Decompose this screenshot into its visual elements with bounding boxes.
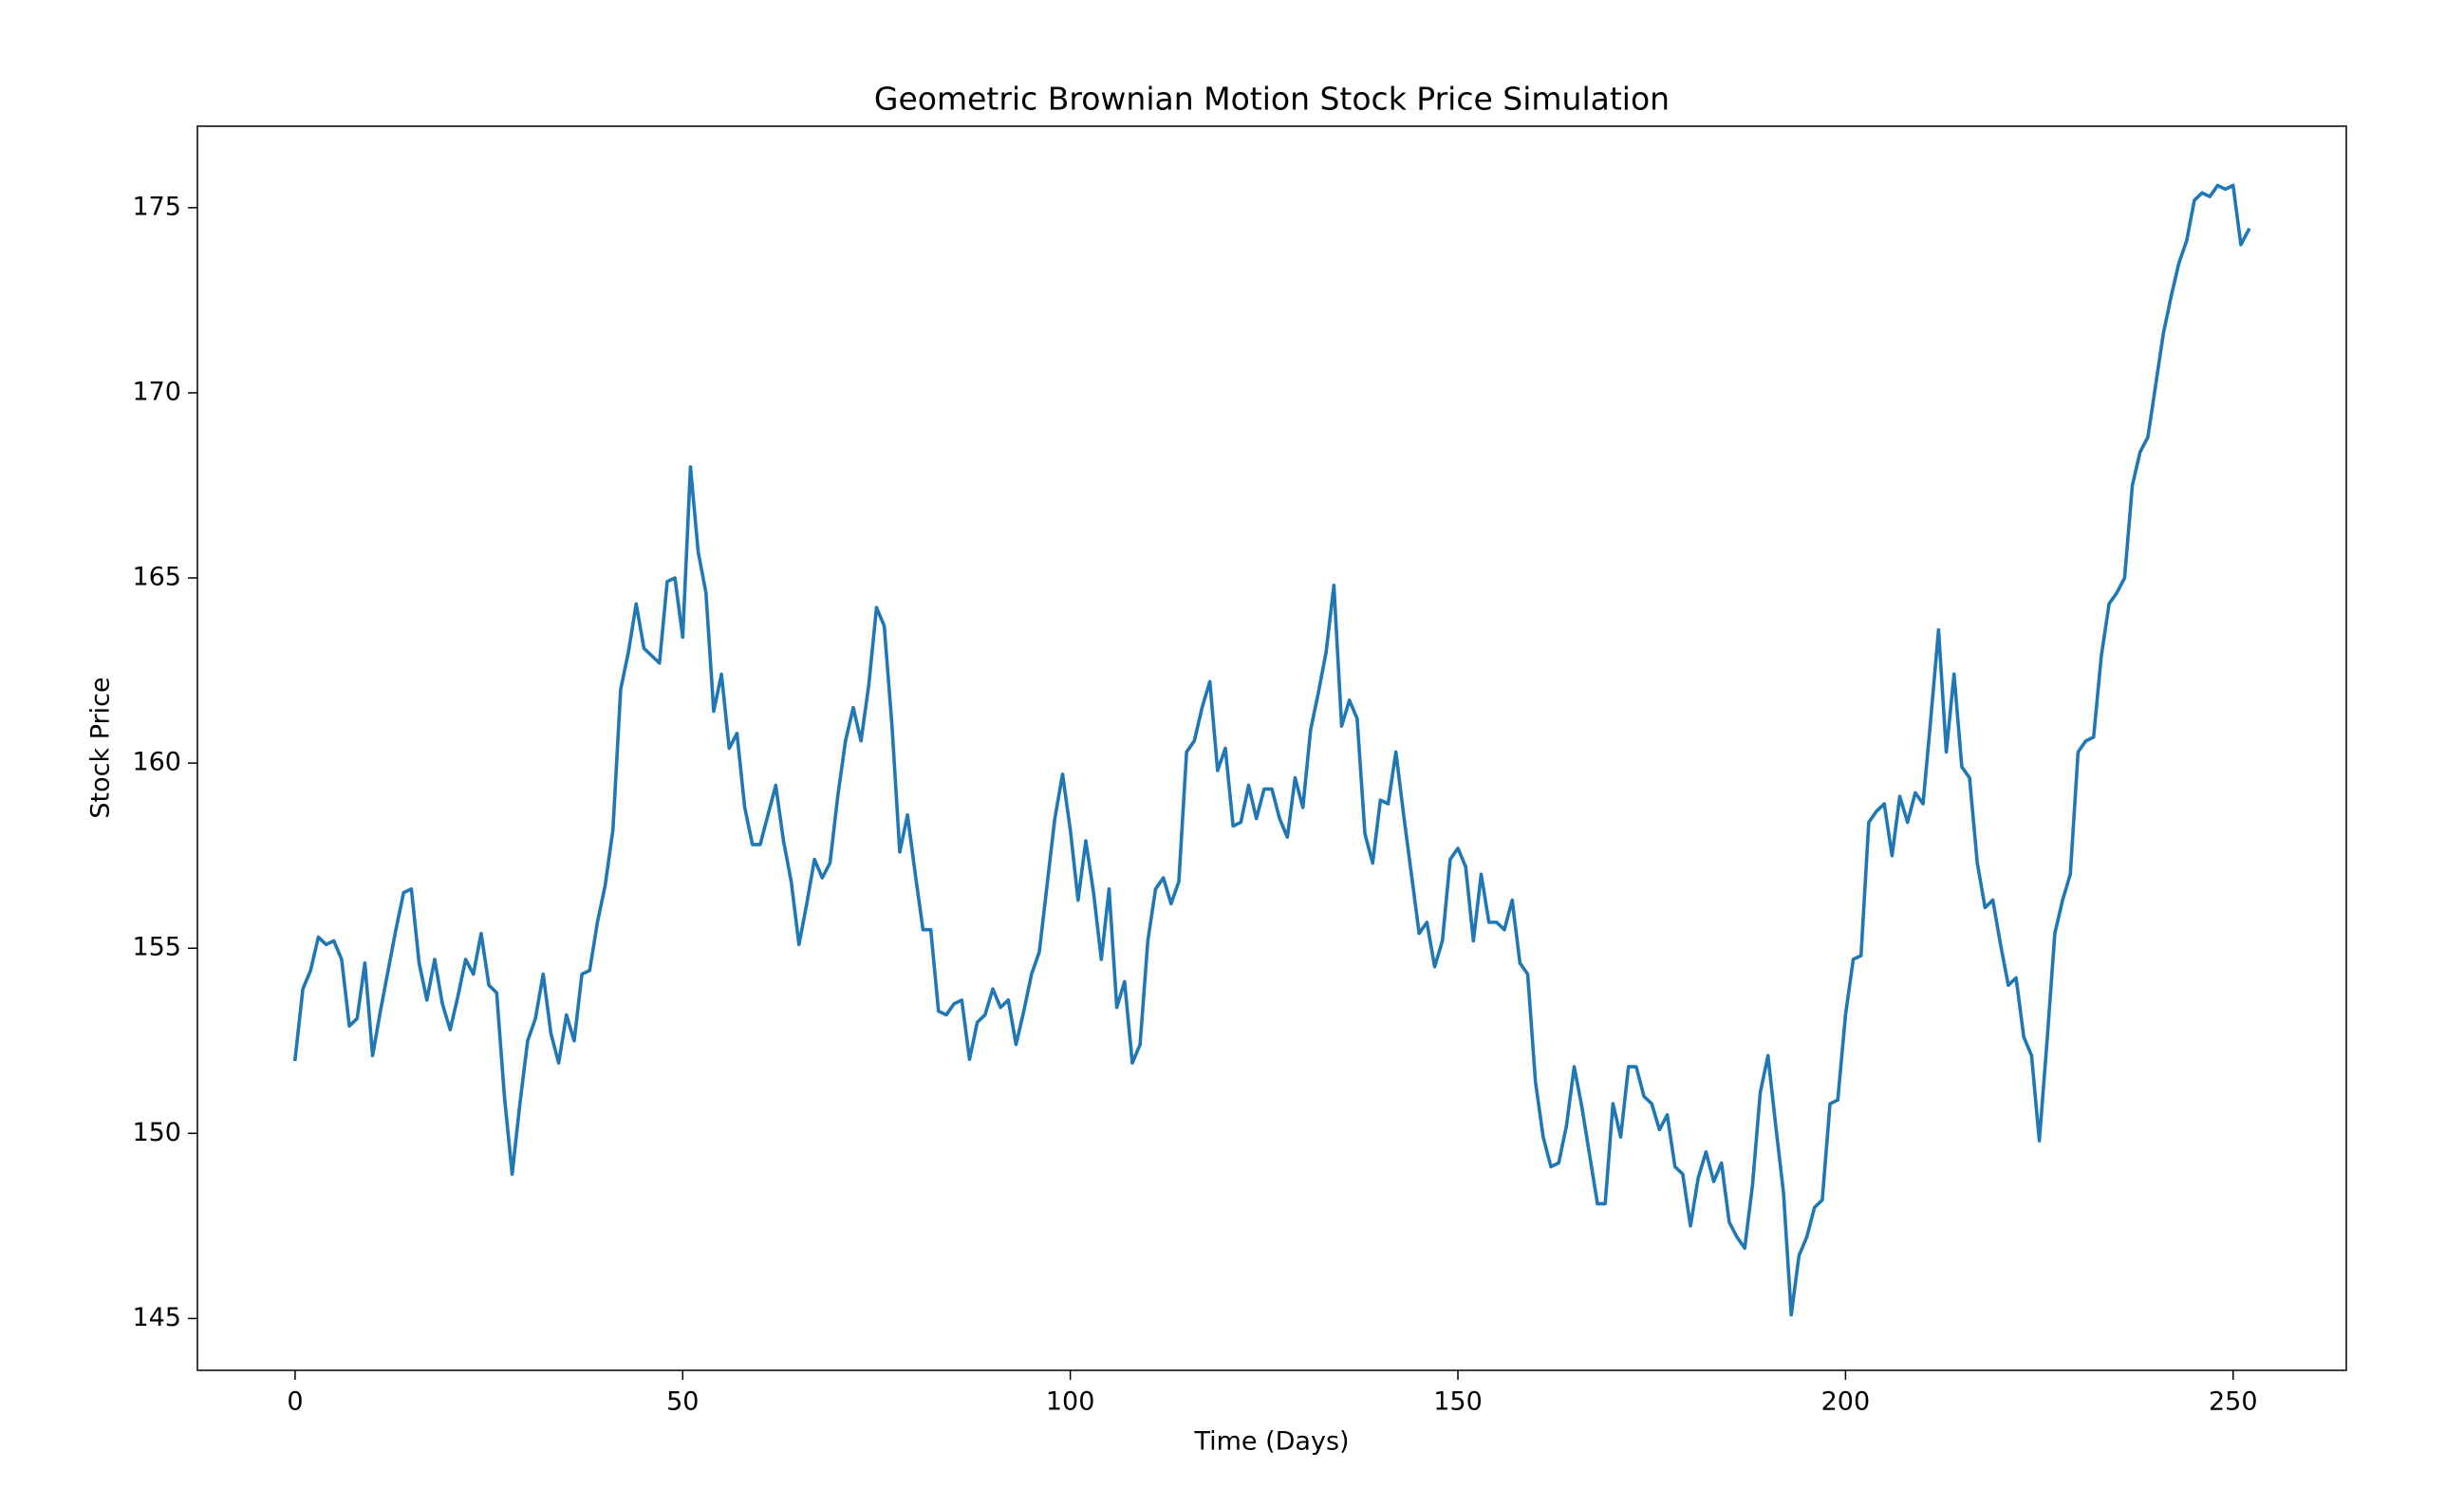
y-tick-label: 160 [132, 748, 181, 777]
y-tick-label: 145 [132, 1303, 181, 1332]
x-tick-label: 250 [2209, 1387, 2258, 1417]
y-axis-label: Stock Price [86, 677, 116, 818]
chart-title: Geometric Brownian Motion Stock Price Si… [874, 81, 1670, 118]
x-tick-label: 100 [1046, 1387, 1095, 1417]
y-tick-label: 155 [132, 933, 181, 962]
x-axis-label: Time (Days) [1193, 1427, 1349, 1457]
y-tick-label: 175 [132, 192, 181, 221]
plot-frame [196, 125, 2347, 1371]
x-tick-label: 200 [1821, 1387, 1871, 1417]
y-tick-label: 165 [132, 563, 181, 592]
y-tick-label: 170 [132, 377, 181, 406]
x-tick-label: 50 [666, 1387, 699, 1417]
price-line [292, 183, 2251, 1317]
x-tick-label: 150 [1433, 1387, 1483, 1417]
y-tick-label: 150 [132, 1118, 181, 1147]
x-tick-label: 0 [287, 1387, 303, 1417]
